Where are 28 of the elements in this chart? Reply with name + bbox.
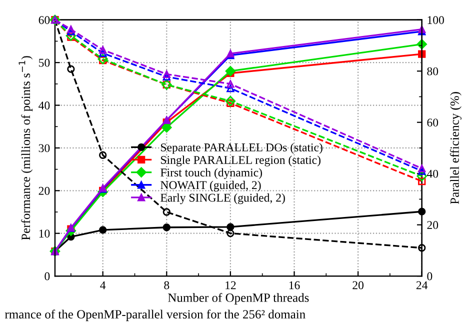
y-tick-label: 10 bbox=[39, 230, 50, 238]
y-tick-label: 0 bbox=[44, 272, 50, 280]
x-tick-label: 16 bbox=[289, 281, 300, 290]
y2-tick-label: 80 bbox=[427, 67, 438, 76]
x-tick-label: 12 bbox=[226, 281, 236, 290]
y2-axis-title: Parallel efficiency (%) bbox=[450, 92, 462, 204]
legend-label: Early SINGLE (guided, 2) bbox=[160, 193, 285, 204]
x-tick-label: 20 bbox=[352, 281, 364, 290]
legend-label: Single PARALLEL region (static) bbox=[161, 156, 320, 166]
y2-tick-label: 40 bbox=[426, 170, 438, 178]
y-tick-label: 30 bbox=[38, 144, 50, 152]
y-tick-label: 40 bbox=[38, 102, 50, 110]
x-tick-label: 4 bbox=[100, 281, 106, 290]
legend-label: First touch (dynamic) bbox=[160, 168, 262, 179]
x-tick-label: 8 bbox=[164, 281, 170, 290]
y-tick-label: 60 bbox=[38, 16, 50, 24]
legend-label: NOWAIT (guided, 2) bbox=[160, 180, 261, 192]
y-tick-label: 20 bbox=[38, 186, 50, 195]
y2-tick-label: 100 bbox=[428, 16, 444, 24]
y2-tick-label: 20 bbox=[427, 221, 438, 230]
text: rmance of the OpenMP-parallel version for the 256² domain bbox=[4, 310, 306, 322]
x-axis-title: Number of OpenMP threads bbox=[168, 293, 309, 304]
y-tick-label: 50 bbox=[39, 58, 50, 67]
y2-tick-label: 0 bbox=[427, 272, 432, 280]
y2-tick-label: 60 bbox=[427, 118, 438, 127]
x-tick-label: 24 bbox=[416, 281, 428, 290]
y-axis-title: Performance (millions of points s$^{−1}$) bbox=[18, 56, 33, 240]
legend-label: Separate PARALLEL DOs (static) bbox=[161, 143, 322, 154]
